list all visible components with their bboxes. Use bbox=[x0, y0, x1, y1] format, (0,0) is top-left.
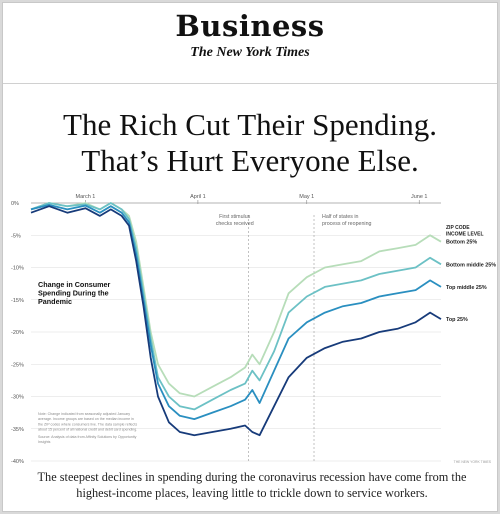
section-name[interactable]: Business bbox=[175, 9, 325, 43]
y-tick-label: -15% bbox=[11, 298, 24, 304]
chart-title: Spending During the bbox=[38, 289, 109, 298]
chart-title: Change in Consumer bbox=[38, 280, 110, 289]
series-line-2 bbox=[30, 202, 442, 411]
article-caption: The steepest declines in spending during… bbox=[37, 470, 467, 500]
chart-note: Insights bbox=[38, 440, 51, 444]
legend-entry: Top 25% bbox=[446, 317, 468, 323]
x-tick-label: April 1 bbox=[190, 194, 206, 200]
headline-line-2: That’s Hurt Everyone Else. bbox=[81, 143, 419, 178]
y-tick-label: 0% bbox=[11, 201, 19, 207]
chart-note: about 15 percent of all national credit … bbox=[38, 428, 137, 432]
legend-entry: Bottom middle 25% bbox=[446, 262, 496, 268]
y-tick-label: -20% bbox=[11, 330, 24, 336]
annotation-text: process of reopening bbox=[322, 221, 372, 227]
legend-entry: Bottom 25% bbox=[446, 240, 477, 246]
legend-entry: Top middle 25% bbox=[446, 285, 487, 291]
annotation-text: checks received bbox=[216, 221, 254, 227]
annotation-text: Half of states in bbox=[322, 214, 359, 220]
chart-note: the ZIP codes where consumers live. The … bbox=[38, 422, 137, 426]
y-tick-label: -35% bbox=[11, 427, 24, 433]
chart-title: Pandemic bbox=[38, 297, 72, 306]
legend-title: INCOME LEVEL bbox=[446, 232, 484, 238]
chart-note: Source: Analysis of data from Affinity S… bbox=[38, 435, 137, 439]
series-line-3 bbox=[30, 203, 442, 421]
chart-note: average. Income groups are based on the … bbox=[38, 417, 134, 421]
y-tick-label: -10% bbox=[11, 266, 24, 272]
x-tick-label: June 1 bbox=[411, 194, 428, 200]
headline: The Rich Cut Their Spending. That’s Hurt… bbox=[3, 107, 497, 179]
headline-line-1: The Rich Cut Their Spending. bbox=[63, 107, 437, 142]
masthead: Business The New York Times bbox=[3, 3, 497, 84]
chart-credit: THE NEW YORK TIMES bbox=[454, 460, 492, 464]
y-tick-label: -25% bbox=[11, 362, 24, 368]
x-tick-label: March 1 bbox=[75, 194, 95, 200]
annotation-text: First stimulus bbox=[219, 214, 251, 220]
x-tick-label: May 1 bbox=[299, 194, 314, 200]
y-tick-label: -5% bbox=[11, 233, 21, 239]
y-tick-label: -30% bbox=[11, 395, 24, 401]
spending-chart: 0% -5% -10% -15% -20% -25% -30% -35% -40% March 1… bbox=[11, 194, 496, 465]
legend-title: ZIP CODE bbox=[446, 225, 470, 231]
publication-logo[interactable]: The New York Times bbox=[190, 45, 310, 60]
y-tick-label: -40% bbox=[11, 459, 24, 465]
series-line-4 bbox=[30, 205, 442, 437]
chart-note: Note: Change indicated from seasonally a… bbox=[38, 412, 130, 416]
